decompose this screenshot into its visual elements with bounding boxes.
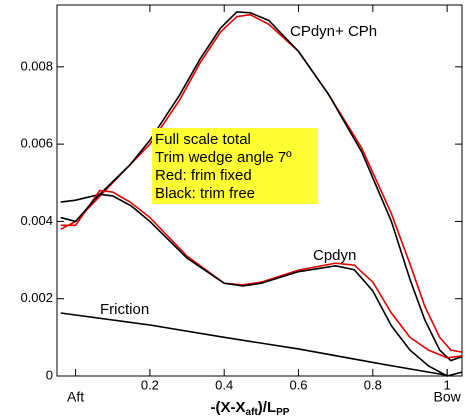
y-tick-label: 0.006 — [20, 136, 53, 151]
x-tick-label: 0.2 — [141, 377, 159, 392]
x-end-label: Aft — [67, 389, 84, 405]
annotation: Cpdyn — [313, 247, 356, 264]
plot-frame — [56, 4, 463, 377]
y-tick-label: 0 — [46, 367, 53, 382]
series-line — [60, 13, 463, 353]
x-tick-label: 0.4 — [215, 377, 233, 392]
y-tick-label: 0.008 — [20, 58, 53, 73]
annotation: CPdyn+ CPh — [290, 23, 377, 40]
x-label-sub: PP — [276, 407, 290, 418]
x-tick-label: 0.6 — [289, 377, 307, 392]
series-line — [60, 312, 448, 377]
y-tick-label: 0.002 — [20, 290, 53, 305]
x-end-label: Bow — [434, 389, 462, 405]
note-line: Trim wedge angle 7º — [155, 149, 292, 166]
x-label-part: -(X-X — [211, 399, 246, 416]
y-tick-label: 0.004 — [20, 213, 53, 228]
note-line: Black: trim free — [155, 185, 255, 202]
x-tick-label: 0.8 — [364, 377, 382, 392]
x-axis-label: -(X-Xaft)/LPP — [211, 399, 290, 418]
annotation: Friction — [100, 301, 149, 318]
note-line: Red: frim fixed — [155, 167, 252, 184]
series-line — [60, 189, 463, 359]
x-label-part: )/L — [258, 399, 276, 416]
x-tick-label: 1 — [444, 377, 451, 392]
x-label-sub: aft — [246, 407, 259, 418]
note-line: Full scale total — [155, 131, 251, 148]
series-line — [60, 11, 463, 362]
series-line — [60, 193, 463, 377]
note-box — [152, 128, 318, 204]
